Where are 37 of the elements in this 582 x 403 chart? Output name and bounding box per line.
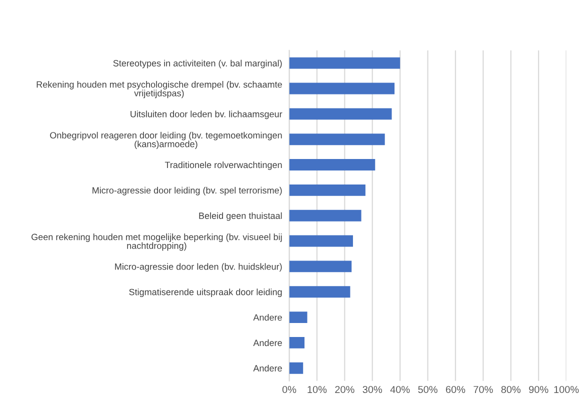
y-tick-label: Micro-agressie door leiding (bv. spel terrorisme) bbox=[92, 186, 282, 196]
bar bbox=[289, 312, 308, 324]
x-tick-label: 20% bbox=[335, 386, 354, 394]
bar bbox=[289, 336, 304, 348]
x-tick-label: 60% bbox=[446, 386, 466, 394]
y-tick-label: Traditionele rolverwachtingen bbox=[164, 161, 282, 170]
y-tick-label: Rekening houden met psychologische drempel (bv. schaamte vrijetijdspas) bbox=[36, 81, 282, 98]
bar bbox=[289, 235, 353, 247]
x-tick-label: 30% bbox=[362, 386, 382, 394]
bar bbox=[289, 210, 362, 222]
y-tick-label: Andere bbox=[253, 314, 282, 321]
bar bbox=[289, 159, 376, 170]
x-tick-label: 100% bbox=[554, 386, 579, 394]
bar bbox=[289, 260, 352, 272]
y-tick-label: Andere bbox=[253, 339, 282, 346]
y-tick-label: Stigmatiserende uitspraak door leiding bbox=[129, 288, 282, 298]
bar bbox=[289, 57, 400, 69]
bar bbox=[289, 286, 350, 298]
x-tick-label: 90% bbox=[529, 386, 548, 394]
y-tick-label: Micro-agressie door leden (bv. huidskleur) bbox=[115, 263, 282, 272]
bar bbox=[289, 362, 304, 374]
y-tick-label: Stereotypes in activiteiten (v. bal marginal) bbox=[113, 60, 282, 68]
x-tick-label: 50% bbox=[418, 386, 438, 394]
x-tick-label: 80% bbox=[501, 386, 521, 394]
bar bbox=[289, 134, 385, 146]
y-tick-label: Uitsluiten door leden bv. lichaamsgeur bbox=[130, 110, 282, 120]
x-tick-label: 40% bbox=[390, 386, 410, 394]
x-tick-label: 10% bbox=[308, 386, 327, 394]
bar bbox=[289, 184, 366, 196]
bar bbox=[289, 82, 395, 94]
y-tick-label: Onbegripvol reageren door leiding (bv. tegemoetkomingen (kans)armoede) bbox=[50, 132, 282, 150]
y-tick-label: Andere bbox=[253, 364, 282, 372]
x-tick-label: 0% bbox=[282, 386, 296, 394]
y-tick-label: Beleid geen thuistaal bbox=[199, 212, 282, 221]
x-tick-label: 70% bbox=[474, 386, 493, 394]
y-tick-label: Geen rekening houden met mogelijke beperking (bv. visueel bij nachtdropping) bbox=[32, 234, 282, 251]
bar bbox=[289, 108, 392, 120]
